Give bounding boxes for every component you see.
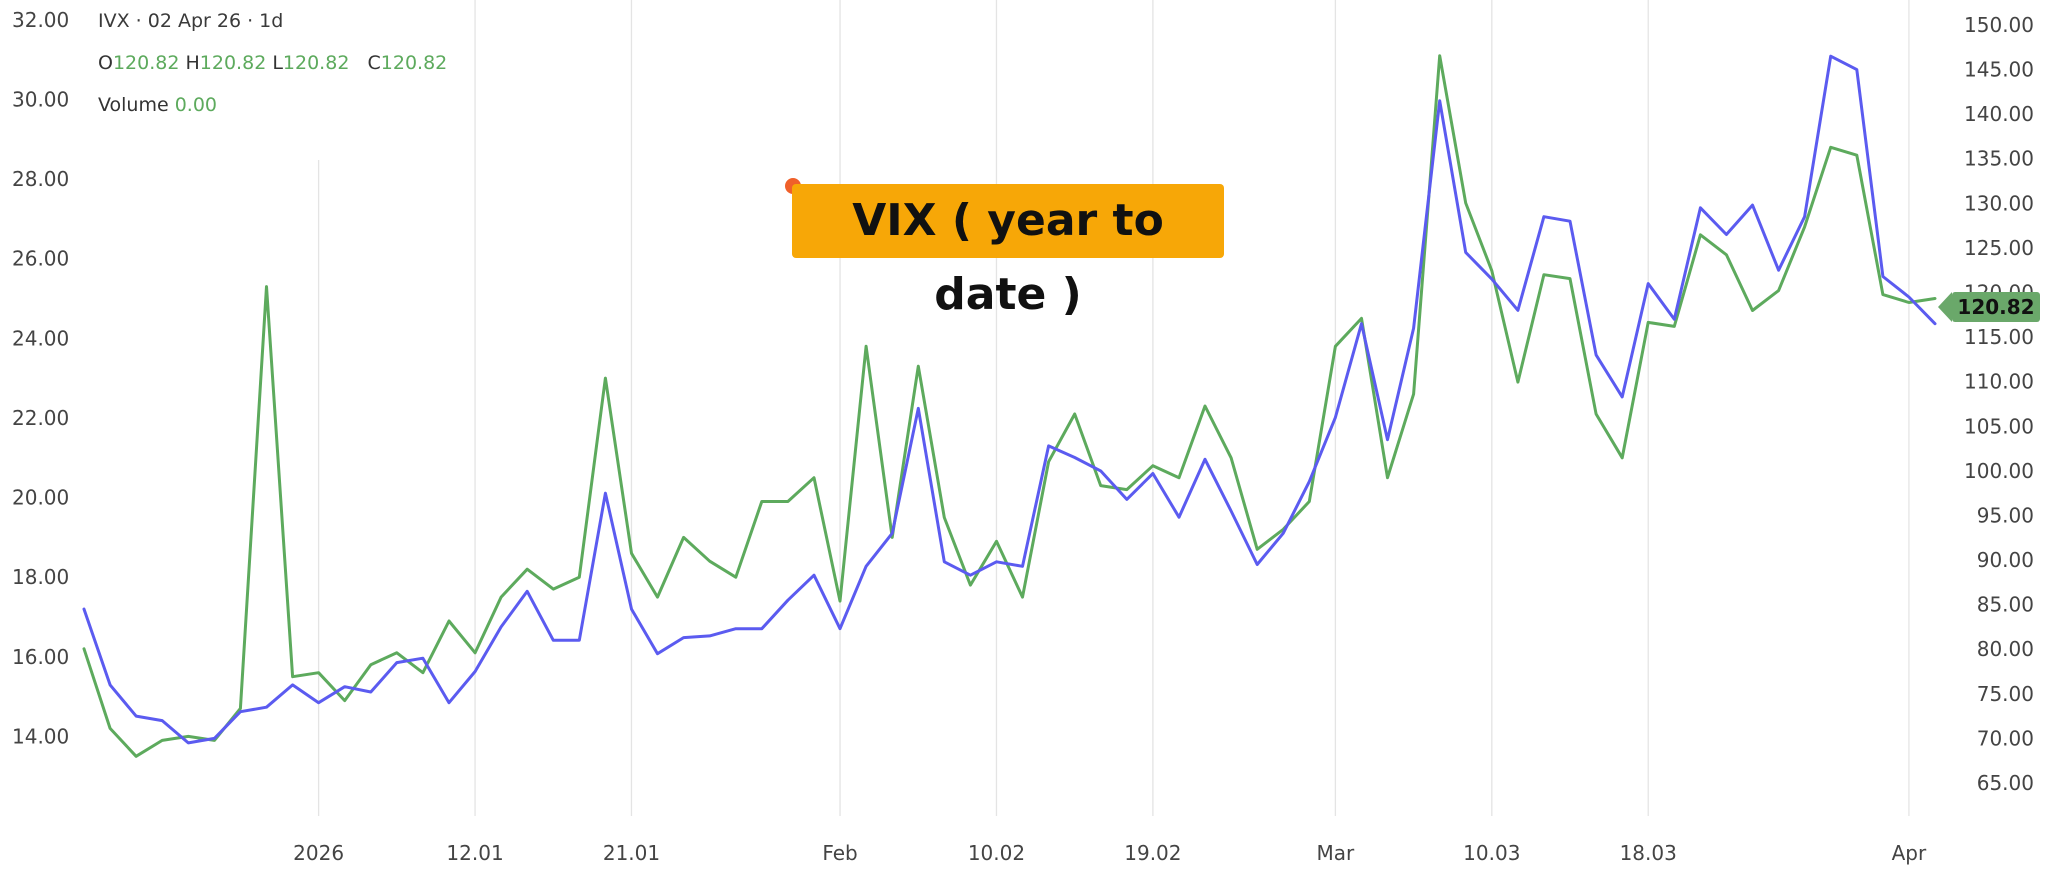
y-left-tick-label: 24.00 [12,326,69,350]
close-label: C [367,52,381,74]
low-label: L [272,52,283,74]
x-tick-label: 10.02 [968,841,1025,865]
last-price-badge: 120.82 [1938,292,2040,322]
open-value: 120.82 [112,52,180,74]
annotation-label[interactable]: VIX ( year to date ) [792,184,1224,320]
y-right-tick-label: 95.00 [1977,503,2034,527]
y-right-tick-label: 85.00 [1977,593,2034,617]
legend: IVX · 02 Apr 26 · 1d O120.82 H120.82 L12… [98,6,447,132]
y-right-tick-label: 150.00 [1964,13,2034,37]
high-value: 120.82 [199,52,267,74]
legend-title: IVX · 02 Apr 26 · 1d [98,10,284,32]
y-left-tick-label: 18.00 [12,565,69,589]
y-axis-left: 14.00 16.00 18.00 20.00 22.00 24.00 26.00 28.00… [12,8,69,748]
high-label: H [185,52,200,74]
y-right-tick-label: 90.00 [1977,548,2034,572]
x-tick-label: 21.01 [603,841,660,865]
y-right-tick-label: 105.00 [1964,414,2034,438]
y-right-tick-label: 140.00 [1964,102,2034,126]
volume-label: Volume [98,94,169,116]
y-left-tick-label: 32.00 [12,8,69,32]
y-right-tick-label: 65.00 [1977,771,2034,795]
y-left-tick-label: 30.00 [12,88,69,112]
y-right-tick-label: 145.00 [1964,58,2034,82]
y-right-tick-label: 110.00 [1964,370,2034,394]
x-tick-label: 2026 [293,841,344,865]
y-right-tick-label: 70.00 [1977,726,2034,750]
legend-ohlc: O120.82 H120.82 L120.82 C120.82 [98,48,447,90]
series-lines [82,54,1937,758]
y-right-tick-label: 80.00 [1977,637,2034,661]
x-tick-label: 10.03 [1463,841,1520,865]
y-right-tick-label: 135.00 [1964,147,2034,171]
y-right-tick-label: 100.00 [1964,459,2034,483]
y-right-tick-label: 130.00 [1964,191,2034,215]
series-line-right-axis [82,54,1937,745]
x-tick-label: 12.01 [446,841,503,865]
gridlines [317,0,1910,816]
y-left-tick-label: 28.00 [12,167,69,191]
y-right-tick-label: 115.00 [1964,325,2034,349]
x-tick-label: Mar [1317,841,1356,865]
y-left-tick-label: 22.00 [12,406,69,430]
y-right-tick-label: 75.00 [1977,682,2034,706]
low-value: 120.82 [282,52,350,74]
y-right-tick-label: 125.00 [1964,236,2034,260]
x-tick-label: 18.03 [1620,841,1677,865]
y-left-tick-label: 26.00 [12,247,69,271]
legend-volume: Volume 0.00 [98,90,447,132]
y-left-tick-label: 14.00 [12,724,69,748]
x-tick-label: Feb [822,841,857,865]
x-axis: 2026 12.01 21.01 Feb 10.02 19.02 Mar 10.03 18.03… [293,841,1927,865]
x-tick-label: 19.02 [1124,841,1181,865]
y-left-tick-label: 20.00 [12,486,69,510]
y-left-tick-label: 16.00 [12,645,69,669]
x-tick-label: Apr [1892,841,1927,865]
volume-value: 0.00 [174,94,218,116]
y-axis-right: 65.00 70.00 75.00 80.00 85.00 90.00 95.00 100.0… [1964,13,2034,795]
series-line-left-axis [82,54,1937,758]
open-label: O [98,52,113,74]
close-value: 120.82 [380,52,448,74]
